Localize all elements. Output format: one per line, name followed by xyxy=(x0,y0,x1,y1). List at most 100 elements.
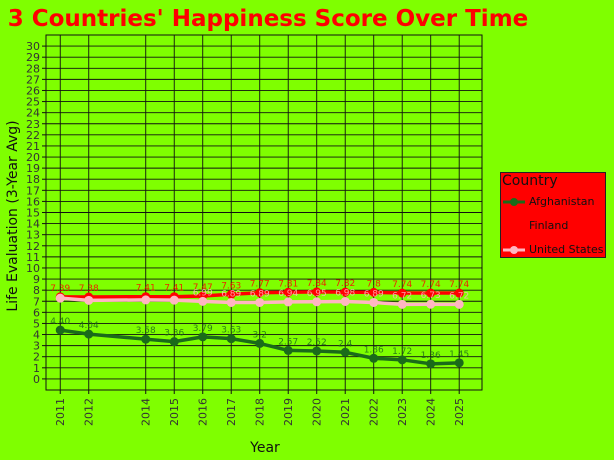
data-label: 7.82 xyxy=(335,279,355,289)
plot-area: 0123456789101112131415161718192021222324… xyxy=(26,34,483,426)
data-point xyxy=(255,338,265,348)
y-tick-label: 9 xyxy=(33,273,40,286)
data-label: 7.63 xyxy=(221,281,241,291)
data-point xyxy=(426,288,436,298)
y-tick-label: 1 xyxy=(33,362,40,375)
data-label: 1.72 xyxy=(392,347,412,357)
y-tick-label: 6 xyxy=(33,306,40,319)
data-point xyxy=(340,296,350,306)
x-tick-label: 2022 xyxy=(368,398,381,426)
data-point xyxy=(454,358,464,368)
data-label: 3.2 xyxy=(253,330,267,340)
y-axis-label: Life Evaluation (3-Year Avg) xyxy=(5,120,21,311)
data-point xyxy=(198,296,208,306)
legend-entry: United States xyxy=(501,241,607,259)
data-label: 2.4 xyxy=(338,339,353,349)
data-label: 7.74 xyxy=(449,280,469,290)
x-tick-label: 2023 xyxy=(396,398,409,426)
data-label: 2.57 xyxy=(278,337,298,347)
data-point xyxy=(312,297,322,307)
data-label: 3.63 xyxy=(221,326,241,336)
legend-label: Afghanistan xyxy=(529,195,595,208)
y-tick-label: 27 xyxy=(26,73,40,86)
x-tick-label: 2020 xyxy=(311,398,324,426)
y-tick-label: 15 xyxy=(26,207,40,220)
y-tick-label: 23 xyxy=(26,118,40,131)
legend-swatch xyxy=(503,246,525,254)
data-label: 6.89 xyxy=(221,289,241,299)
x-tick-label: 2021 xyxy=(339,398,352,426)
data-label: 7.47 xyxy=(193,283,213,293)
x-tick-label: 2014 xyxy=(140,398,153,426)
y-tick-label: 2 xyxy=(33,351,40,364)
y-tick-label: 11 xyxy=(26,251,40,264)
data-label: 3.58 xyxy=(136,326,156,336)
data-point xyxy=(312,287,322,297)
x-tick-label: 2024 xyxy=(425,398,438,426)
data-label: 3.79 xyxy=(193,324,213,334)
x-tick-label: 2011 xyxy=(54,398,67,426)
data-point xyxy=(141,295,151,305)
y-tick-label: 17 xyxy=(26,184,40,197)
x-tick-label: 2019 xyxy=(282,398,295,426)
data-point xyxy=(369,353,379,363)
data-label: 1.86 xyxy=(364,345,384,355)
series-line xyxy=(60,328,460,366)
data-point xyxy=(454,299,464,309)
data-label: 3.36 xyxy=(164,329,184,339)
data-point xyxy=(226,334,236,344)
y-tick-label: 4 xyxy=(33,329,40,342)
y-tick-label: 16 xyxy=(26,195,40,208)
y-tick-label: 10 xyxy=(26,262,40,275)
x-tick-label: 2017 xyxy=(225,398,238,426)
y-tick-label: 24 xyxy=(26,107,40,120)
data-label: 6.95 xyxy=(307,289,327,299)
y-tick-label: 22 xyxy=(26,129,40,142)
y-tick-label: 30 xyxy=(26,40,40,53)
data-label: 7.41 xyxy=(164,284,184,294)
y-tick-label: 18 xyxy=(26,173,40,186)
legend-swatch xyxy=(503,222,525,230)
data-point xyxy=(426,299,436,309)
data-label: 7.38 xyxy=(79,284,99,294)
legend-entry: Finland xyxy=(501,217,607,235)
data-point xyxy=(454,288,464,298)
legend-swatch-marker xyxy=(510,246,518,254)
data-point xyxy=(397,288,407,298)
data-point xyxy=(283,297,293,307)
data-label: 6.73 xyxy=(421,291,441,301)
data-point xyxy=(55,293,65,303)
y-tick-label: 3 xyxy=(33,340,40,353)
data-label: 4.40 xyxy=(50,317,70,327)
legend-entry: Afghanistan xyxy=(501,193,607,211)
data-label: 1.45 xyxy=(449,350,469,360)
data-label: 6.94 xyxy=(278,289,298,299)
data-point xyxy=(283,345,293,355)
x-axis-label: Year xyxy=(249,440,280,456)
data-point xyxy=(312,346,322,356)
data-point xyxy=(369,287,379,297)
data-point xyxy=(226,289,236,299)
data-label: 6.72 xyxy=(449,291,469,301)
data-label: 7.74 xyxy=(421,280,441,290)
y-tick-label: 8 xyxy=(33,284,40,297)
y-tick-label: 13 xyxy=(26,229,40,242)
data-point xyxy=(340,347,350,357)
data-label: 7.84 xyxy=(307,279,327,289)
y-tick-label: 14 xyxy=(26,218,40,231)
series-line xyxy=(60,290,460,299)
y-tick-label: 19 xyxy=(26,162,40,175)
data-label: 1.36 xyxy=(421,351,441,361)
data-label: 7.74 xyxy=(392,280,412,290)
y-tick-label: 29 xyxy=(26,51,40,64)
y-tick-label: 20 xyxy=(26,151,40,164)
data-point xyxy=(169,295,179,305)
data-point xyxy=(397,355,407,365)
y-tick-label: 28 xyxy=(26,62,40,75)
data-point xyxy=(340,287,350,297)
data-point xyxy=(255,288,265,298)
data-label: 6.72 xyxy=(392,291,412,301)
legend: Country Afghanistan Finland United States xyxy=(500,172,606,258)
data-point xyxy=(283,287,293,297)
data-point xyxy=(198,332,208,342)
